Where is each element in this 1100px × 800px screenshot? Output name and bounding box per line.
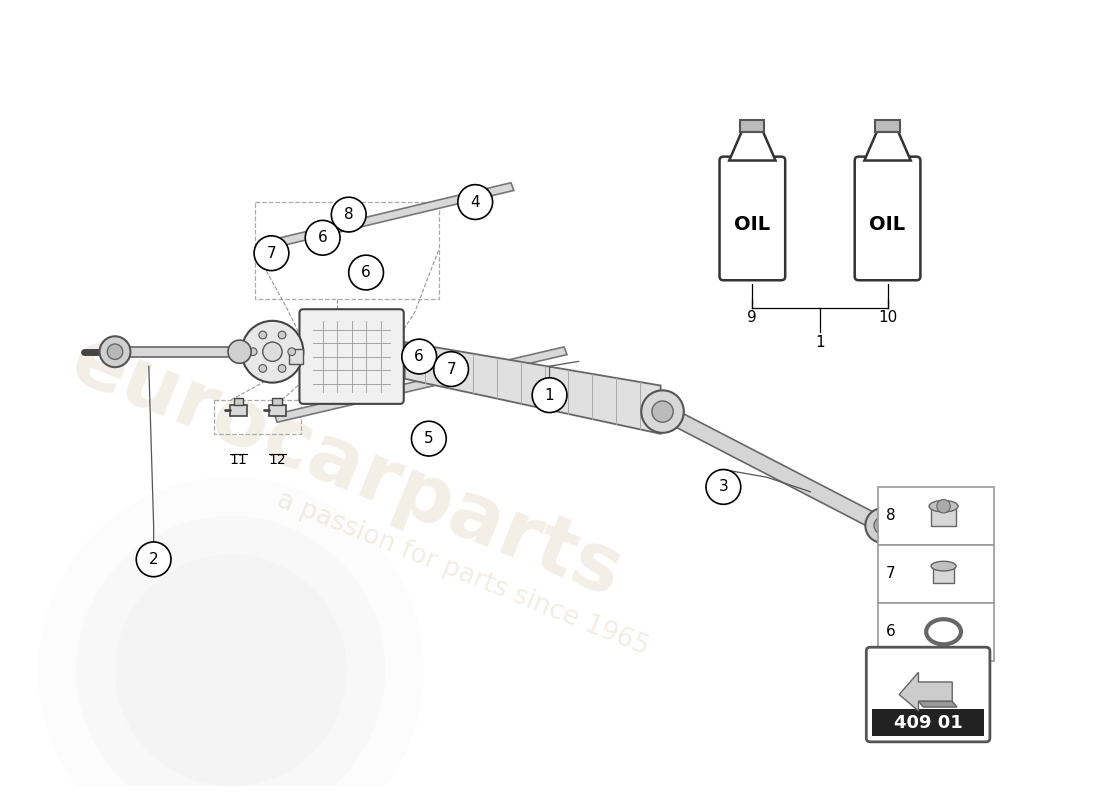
Circle shape — [278, 365, 286, 372]
Text: 4: 4 — [471, 194, 480, 210]
Text: 1: 1 — [544, 388, 554, 402]
Bar — [214, 400, 301, 434]
Text: 7: 7 — [886, 566, 895, 582]
Circle shape — [254, 236, 289, 270]
Text: 5: 5 — [424, 431, 433, 446]
Circle shape — [242, 321, 304, 382]
Text: 6: 6 — [318, 230, 328, 246]
Text: a passion for parts since 1965: a passion for parts since 1965 — [273, 487, 652, 661]
Bar — [234, 398, 243, 405]
Ellipse shape — [931, 562, 956, 571]
FancyBboxPatch shape — [299, 310, 404, 404]
Circle shape — [306, 220, 340, 255]
Polygon shape — [659, 405, 887, 532]
Text: 6: 6 — [415, 349, 425, 364]
Text: OIL: OIL — [735, 214, 770, 234]
Polygon shape — [729, 131, 776, 161]
Text: 9: 9 — [748, 310, 757, 326]
Circle shape — [258, 331, 266, 339]
Text: 8: 8 — [344, 207, 353, 222]
Text: 11: 11 — [230, 453, 248, 467]
Polygon shape — [120, 347, 242, 357]
Bar — [255, 202, 439, 298]
Circle shape — [263, 342, 282, 362]
Text: 3: 3 — [718, 479, 728, 494]
Circle shape — [136, 542, 170, 577]
Polygon shape — [899, 672, 953, 711]
Text: 6: 6 — [886, 624, 895, 639]
Bar — [878, 545, 993, 602]
FancyBboxPatch shape — [719, 157, 785, 280]
Bar — [268, 405, 286, 417]
Circle shape — [108, 344, 123, 359]
Text: 7: 7 — [266, 246, 276, 261]
Bar — [933, 568, 954, 583]
Bar — [230, 405, 248, 417]
Ellipse shape — [926, 619, 961, 644]
Circle shape — [641, 390, 684, 433]
Circle shape — [874, 517, 891, 534]
Polygon shape — [918, 702, 957, 707]
Bar — [878, 602, 993, 661]
Bar — [876, 120, 900, 131]
Polygon shape — [865, 131, 911, 161]
Ellipse shape — [930, 501, 958, 512]
Circle shape — [349, 255, 384, 290]
Bar — [289, 349, 304, 364]
Bar — [878, 487, 993, 545]
FancyBboxPatch shape — [855, 157, 921, 280]
Circle shape — [433, 352, 469, 386]
Circle shape — [652, 401, 673, 422]
Text: 6: 6 — [361, 265, 371, 280]
Text: OIL: OIL — [869, 214, 905, 234]
Circle shape — [402, 339, 437, 374]
Polygon shape — [274, 347, 566, 422]
Text: 409 01: 409 01 — [893, 714, 962, 731]
Bar — [872, 709, 984, 736]
Circle shape — [866, 508, 900, 543]
Circle shape — [228, 340, 251, 363]
Circle shape — [76, 516, 385, 800]
Polygon shape — [405, 342, 661, 434]
Text: 1: 1 — [815, 334, 825, 350]
Bar — [273, 398, 282, 405]
Ellipse shape — [932, 624, 955, 639]
Circle shape — [250, 348, 257, 355]
Text: 12: 12 — [268, 453, 286, 467]
Circle shape — [706, 470, 740, 504]
Text: 7: 7 — [447, 362, 455, 377]
Bar — [740, 120, 764, 131]
Circle shape — [258, 365, 266, 372]
Text: 2: 2 — [148, 552, 158, 567]
Circle shape — [331, 198, 366, 232]
Text: eurocarparts: eurocarparts — [59, 322, 634, 614]
Circle shape — [458, 185, 493, 219]
Text: 8: 8 — [886, 508, 895, 523]
Circle shape — [116, 554, 346, 786]
Circle shape — [937, 499, 950, 513]
Circle shape — [532, 378, 566, 413]
Polygon shape — [260, 182, 514, 250]
Text: 10: 10 — [878, 310, 898, 326]
Circle shape — [100, 336, 131, 367]
FancyBboxPatch shape — [867, 647, 990, 742]
Circle shape — [411, 422, 447, 456]
Circle shape — [37, 478, 424, 800]
Circle shape — [288, 348, 296, 355]
Bar — [931, 508, 956, 526]
Circle shape — [278, 331, 286, 339]
